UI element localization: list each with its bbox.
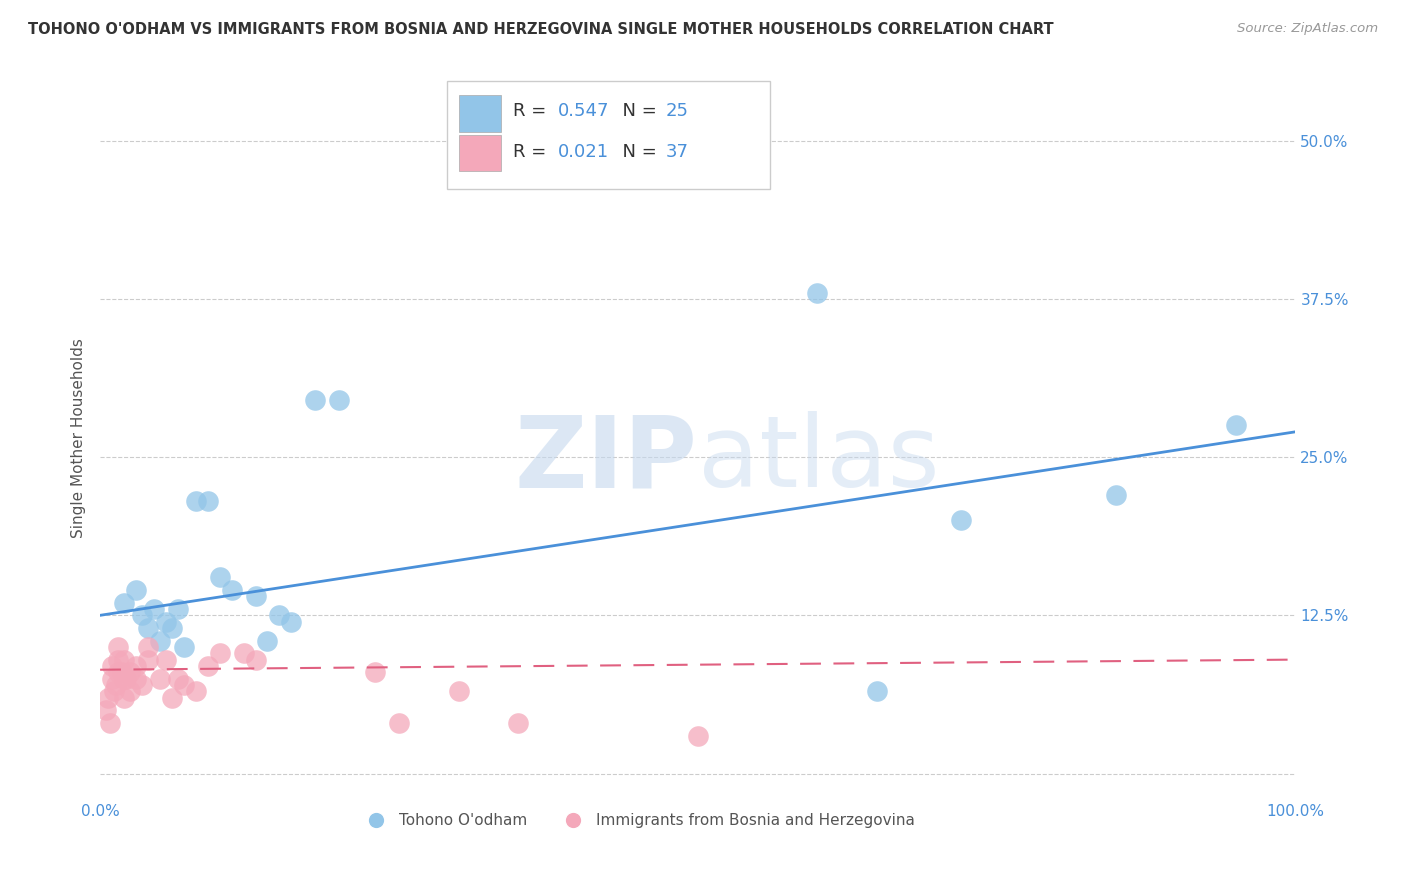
Point <box>208 646 231 660</box>
Point <box>166 672 188 686</box>
FancyBboxPatch shape <box>447 81 769 189</box>
Text: 0.021: 0.021 <box>558 143 609 161</box>
Point <box>280 615 302 629</box>
Point <box>160 690 183 705</box>
FancyBboxPatch shape <box>458 136 501 171</box>
FancyBboxPatch shape <box>458 95 501 131</box>
Point <box>107 652 129 666</box>
Text: R =: R = <box>513 103 551 120</box>
Point <box>184 494 207 508</box>
Point <box>160 621 183 635</box>
Legend: Tohono O'odham, Immigrants from Bosnia and Herzegovina: Tohono O'odham, Immigrants from Bosnia a… <box>354 807 921 835</box>
Point <box>104 678 127 692</box>
Point <box>256 633 278 648</box>
Point <box>508 715 530 730</box>
Point <box>125 672 148 686</box>
Text: 25: 25 <box>665 103 689 120</box>
Point <box>94 703 117 717</box>
Point <box>166 602 188 616</box>
Text: R =: R = <box>513 143 551 161</box>
Point <box>101 659 124 673</box>
Point <box>806 285 828 300</box>
Point <box>125 659 148 673</box>
Text: ZIP: ZIP <box>515 411 697 508</box>
Point <box>142 602 165 616</box>
Y-axis label: Single Mother Households: Single Mother Households <box>72 338 86 538</box>
Point <box>112 652 135 666</box>
Point <box>866 684 889 698</box>
Text: N =: N = <box>610 143 662 161</box>
Point <box>447 684 470 698</box>
Point <box>221 582 243 597</box>
Text: 37: 37 <box>665 143 689 161</box>
Text: atlas: atlas <box>697 411 939 508</box>
Point <box>197 659 219 673</box>
Point <box>118 684 141 698</box>
Text: 0.547: 0.547 <box>558 103 609 120</box>
Point <box>112 690 135 705</box>
Point <box>136 640 159 654</box>
Point <box>245 590 267 604</box>
Point <box>269 608 291 623</box>
Point <box>103 684 125 698</box>
Point <box>364 665 387 680</box>
Point <box>107 665 129 680</box>
Point <box>131 678 153 692</box>
Point <box>686 729 709 743</box>
Point <box>136 652 159 666</box>
Point <box>107 640 129 654</box>
Point <box>173 678 195 692</box>
Text: Source: ZipAtlas.com: Source: ZipAtlas.com <box>1237 22 1378 36</box>
Point <box>118 665 141 680</box>
Point <box>949 513 972 527</box>
Point <box>155 615 177 629</box>
Point <box>111 665 134 680</box>
Point <box>1225 418 1247 433</box>
Point <box>149 672 172 686</box>
Text: N =: N = <box>610 103 662 120</box>
Point <box>112 672 135 686</box>
Point <box>149 633 172 648</box>
Point <box>388 715 411 730</box>
Point <box>131 608 153 623</box>
Point <box>155 652 177 666</box>
Point <box>173 640 195 654</box>
Point <box>115 672 138 686</box>
Point <box>232 646 254 660</box>
Point <box>98 715 121 730</box>
Point <box>304 393 326 408</box>
Point <box>328 393 350 408</box>
Point <box>197 494 219 508</box>
Point <box>1105 488 1128 502</box>
Point <box>136 621 159 635</box>
Point <box>112 596 135 610</box>
Point <box>125 582 148 597</box>
Text: TOHONO O'ODHAM VS IMMIGRANTS FROM BOSNIA AND HERZEGOVINA SINGLE MOTHER HOUSEHOLD: TOHONO O'ODHAM VS IMMIGRANTS FROM BOSNIA… <box>28 22 1053 37</box>
Point <box>184 684 207 698</box>
Point <box>245 652 267 666</box>
Point <box>101 672 124 686</box>
Point <box>208 570 231 584</box>
Point <box>97 690 120 705</box>
